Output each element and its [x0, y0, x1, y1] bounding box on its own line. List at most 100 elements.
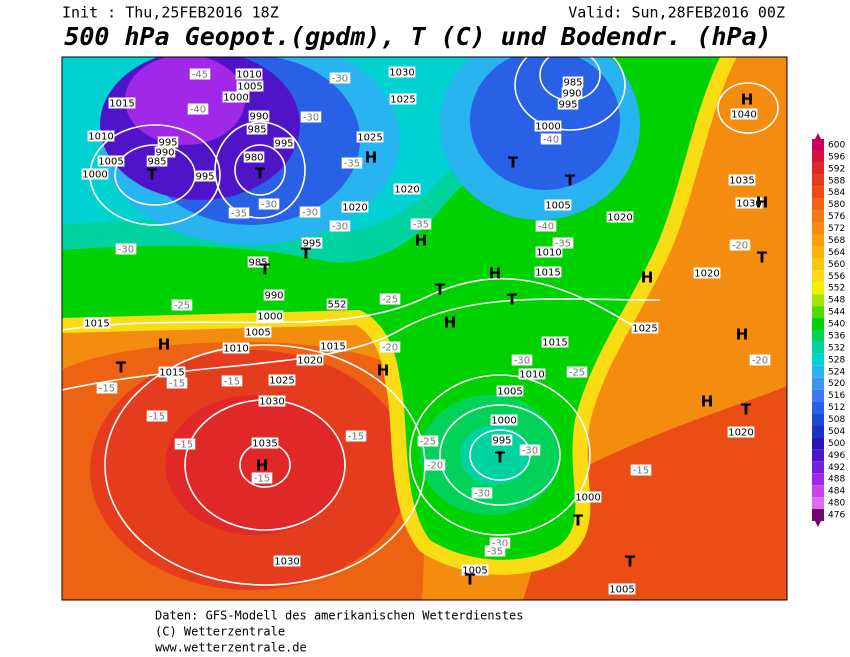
colorbar-swatch: [812, 282, 824, 295]
isobar-label: 1015: [542, 338, 567, 349]
colorbar-label: 484: [828, 487, 845, 497]
isobar-label: 1015: [84, 319, 109, 330]
label-box: [562, 76, 584, 88]
pressure-center: H: [489, 265, 502, 283]
isobar-label: 995: [195, 172, 214, 183]
label-box: [326, 298, 348, 310]
temperature-label: -40: [543, 135, 559, 146]
label-box: [221, 375, 243, 387]
label-box: [608, 583, 636, 595]
colorbar-swatch: [812, 497, 824, 510]
label-box: [273, 555, 301, 567]
pressure-center: H: [444, 314, 457, 332]
colorbar-label: 540: [828, 320, 845, 330]
label-box: [417, 435, 439, 447]
temperature-label: -30: [261, 200, 277, 211]
isobar-label: 1005: [545, 201, 570, 212]
colorbar-swatch: [812, 473, 824, 486]
label-box: [258, 198, 280, 210]
isobar-label: 980: [244, 153, 263, 164]
label-box: [187, 103, 209, 115]
temperature-label: -25: [382, 295, 398, 306]
label-box: [471, 487, 493, 499]
isobar-label: 552: [327, 300, 346, 311]
isobar-label: 1015: [159, 368, 184, 379]
pressure-center: T: [147, 166, 158, 184]
colorbar-label: 560: [828, 260, 845, 270]
label-box: [461, 564, 489, 576]
label-box: [222, 342, 250, 354]
colorbar-label: 488: [828, 475, 845, 485]
isobar-label: 1005: [609, 585, 634, 596]
colorbar-swatch: [812, 365, 824, 378]
label-box: [630, 464, 652, 476]
colorbar-swatch: [812, 150, 824, 163]
label-box: [251, 472, 273, 484]
label-box: [735, 197, 763, 209]
colorbar-label: 500: [828, 439, 845, 449]
colorbar-label: 512: [828, 403, 845, 413]
label-box: [146, 410, 168, 422]
colorbar-swatch: [812, 461, 824, 474]
temperature-label: -30: [514, 356, 530, 367]
label-box: [496, 385, 524, 397]
label-box: [194, 170, 216, 182]
temperature-label: -45: [192, 70, 208, 81]
colorbar-swatch: [812, 306, 824, 319]
colorbar-label: 596: [828, 152, 845, 162]
isobar-label: 1005: [237, 82, 262, 93]
isobar-label: 1020: [728, 428, 753, 439]
pressure-center: T: [301, 245, 312, 263]
colorbar-swatch: [812, 341, 824, 354]
label-box: [273, 137, 295, 149]
pressure-center: T: [573, 512, 584, 530]
valid-label: Valid: Sun,28FEB2016 00Z: [568, 4, 785, 22]
pressure-center: T: [260, 261, 271, 279]
label-box: [296, 354, 324, 366]
colorbar-label: 564: [828, 248, 845, 258]
map-field: [62, 57, 787, 600]
isobar-label: 1000: [575, 493, 600, 504]
label-box: [534, 266, 562, 278]
pressure-center: T: [565, 172, 576, 190]
label-box: [319, 340, 347, 352]
pressure-center: T: [435, 281, 446, 299]
label-box: [729, 239, 751, 251]
colorbar-swatch: [812, 509, 824, 521]
temperature-label: -30: [522, 446, 538, 457]
isobar-label: 1020: [297, 356, 322, 367]
pressure-center: T: [507, 291, 518, 309]
pressure-center: T: [741, 401, 752, 419]
colorbar-label: 516: [828, 391, 845, 401]
label-box: [263, 289, 285, 301]
temperature-label: -15: [177, 440, 193, 451]
label-box: [115, 243, 137, 255]
footer-line: www.wetterzentrale.de: [155, 641, 307, 655]
label-box: [146, 155, 168, 167]
label-box: [379, 293, 401, 305]
label-box: [606, 211, 634, 223]
pressure-center: T: [625, 553, 636, 571]
colorbar-swatch: [812, 162, 824, 175]
temperature-label: -20: [752, 356, 768, 367]
isobar-label: 1010: [519, 370, 544, 381]
colorbar-label: 600: [828, 141, 845, 151]
temperature-label: -35: [231, 209, 247, 220]
label-box: [518, 368, 546, 380]
label-box: [511, 354, 533, 366]
pressure-center: H: [736, 326, 749, 344]
colorbar-swatch: [812, 389, 824, 402]
colorbar-swatch: [812, 330, 824, 342]
isobar-label: 1025: [390, 95, 415, 106]
isobar-label: 1010: [236, 70, 261, 81]
colorbar-label: 532: [828, 343, 845, 353]
temperature-label: -25: [174, 301, 190, 312]
temperature-label: -30: [303, 113, 319, 124]
label-box: [410, 218, 432, 230]
colorbar-label: 572: [828, 224, 845, 234]
colorbar-swatch: [812, 437, 824, 450]
colorbar-label: 476: [828, 511, 845, 521]
isobar-label: 995: [492, 436, 511, 447]
label-box: [246, 123, 268, 135]
